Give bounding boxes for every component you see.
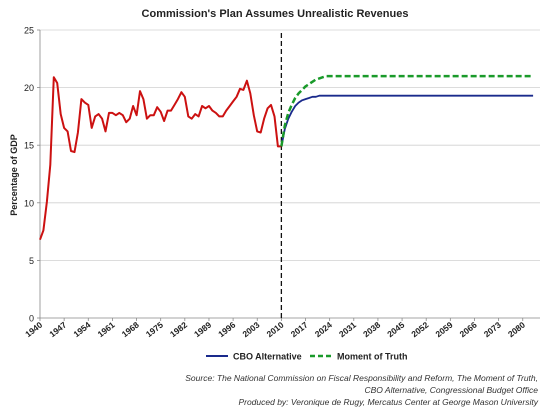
x-tick-label: 2003 xyxy=(240,320,261,340)
x-tick-label: 2017 xyxy=(289,320,310,340)
x-tick-label: 2073 xyxy=(482,320,503,340)
y-tick-label: 10 xyxy=(24,198,34,208)
source-line-2: CBO Alternative, Congressional Budget Of… xyxy=(364,385,538,395)
historical-revenue-line xyxy=(39,76,282,241)
chart-title: Commission's Plan Assumes Unrealistic Re… xyxy=(142,8,409,20)
x-tick-label: 1947 xyxy=(47,320,68,340)
x-tick-label: 1982 xyxy=(168,320,189,340)
y-tick-label: 15 xyxy=(24,141,34,151)
y-tick-label: 5 xyxy=(29,256,34,266)
x-tick-label: 2038 xyxy=(361,320,382,340)
x-tick-label: 1954 xyxy=(71,320,92,340)
x-tick-label: 2080 xyxy=(506,320,527,340)
source-line-1: Source: The National Commission on Fisca… xyxy=(185,373,538,383)
x-tick-label: 1996 xyxy=(216,320,237,340)
x-tick-label: 2066 xyxy=(458,320,479,340)
legend-label-1: CBO Alternative xyxy=(233,352,302,362)
x-tick-label: 1940 xyxy=(23,320,44,340)
series-line-2 xyxy=(280,74,534,147)
x-tick-label: 1989 xyxy=(192,320,213,340)
y-tick-label: 25 xyxy=(24,26,34,36)
x-tick-label: 2059 xyxy=(434,320,455,340)
series-line-1 xyxy=(280,94,534,147)
y-tick-label: 20 xyxy=(24,83,34,93)
x-tick-label: 2010 xyxy=(265,320,286,340)
x-tick-label: 2031 xyxy=(337,320,358,340)
x-tick-label: 1968 xyxy=(120,320,141,340)
line-chart: Commission's Plan Assumes Unrealistic Re… xyxy=(9,8,540,362)
x-tick-label: 1975 xyxy=(144,320,165,340)
x-tick-label: 2045 xyxy=(385,320,406,340)
x-tick-label: 2024 xyxy=(313,320,334,340)
source-line-3: Produced by: Veronique de Rugy, Mercatus… xyxy=(238,397,538,407)
y-tick-label: 0 xyxy=(29,314,34,324)
legend-label-2: Moment of Truth xyxy=(337,352,408,362)
y-axis-label: Percentage of GDP xyxy=(9,134,19,216)
x-tick-label: 1961 xyxy=(96,320,117,340)
x-tick-label: 2052 xyxy=(409,320,430,340)
